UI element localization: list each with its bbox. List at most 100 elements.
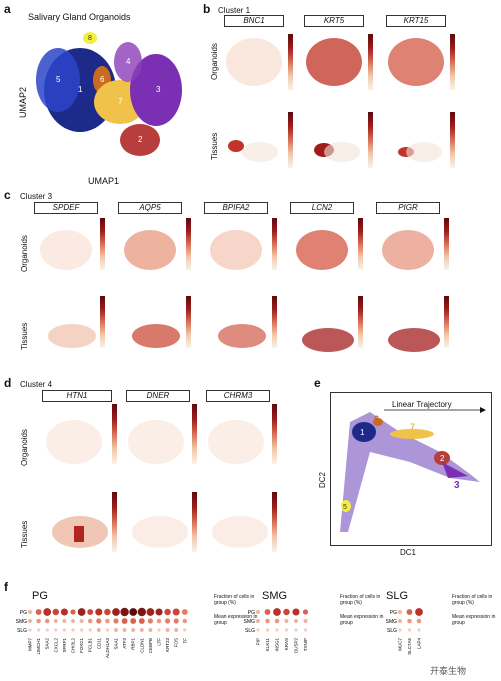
panel-c-gene-1: SPDEF — [34, 202, 98, 214]
umap-cluster-8 — [83, 32, 97, 44]
panel-b-gene-3: KRT15 — [386, 15, 446, 27]
dotplot-gene-label: ALDH1A3 — [105, 638, 110, 659]
panel-d-title: Cluster 4 — [20, 380, 53, 389]
dotplot-dot — [137, 607, 146, 617]
traj-node-3: 3 — [454, 480, 460, 491]
dotplot-dot — [62, 628, 67, 632]
dotplot-row-label: SLG — [17, 628, 27, 634]
umap-label-1: 1 — [78, 85, 83, 94]
dotplot-dot — [275, 628, 279, 632]
dotplot-dot — [36, 618, 41, 624]
panel-d-cbar-3 — [272, 404, 277, 464]
dotplot-row-label: PG — [390, 610, 397, 616]
dotplot-row-label: SLG — [245, 628, 255, 634]
legend-fraction-title-smg: Fraction of cells in group (%) — [340, 594, 381, 606]
dotplot-gene-label: SLC7A5 — [407, 638, 412, 655]
panel-c-cbar-3 — [272, 218, 277, 270]
dotplot-dot — [292, 608, 300, 616]
umap-cluster-4 — [114, 42, 142, 82]
dotplot-dot — [104, 608, 111, 616]
dotplot-dot — [138, 618, 145, 624]
panel-c-title: Cluster 3 — [20, 192, 53, 201]
dotplot-gene-label: CEBPB — [148, 638, 153, 653]
dotplot-gene-label: PIP — [256, 638, 261, 645]
umap-label-2: 2 — [138, 135, 143, 144]
dotplot-dot — [131, 628, 136, 632]
dotplot-dot — [274, 618, 280, 624]
dotplot-gene-label: INSG1 — [275, 638, 280, 652]
umap-label-5: 5 — [56, 75, 61, 84]
dotplot-dot — [87, 618, 93, 624]
panel-b-title: Cluster 1 — [218, 6, 251, 15]
panel-c-cbar-1 — [100, 218, 105, 270]
dotplot-dot — [417, 628, 421, 632]
trajectory-ylabel: DC2 — [318, 471, 327, 488]
dotplot-gene-label: ATF3 — [122, 638, 127, 649]
panel-d-gene-1: HTN1 — [42, 390, 112, 402]
panel-c-gene-4: LCN2 — [290, 202, 354, 214]
dotplot-dot — [181, 609, 188, 615]
dotplot-dot — [120, 607, 129, 617]
dotplot-dot — [53, 619, 58, 623]
dotplot-dot — [303, 619, 308, 623]
dotplot-dot — [121, 618, 128, 624]
dotplot-dot — [182, 618, 188, 624]
dotplot-gene-label: CD11 — [96, 638, 101, 650]
dotplot-dot — [45, 628, 49, 632]
dotplot-gene-label: SAA1 — [114, 638, 119, 650]
dotplot-row-label: SMG — [16, 619, 28, 625]
panel-b-tis-3 — [398, 142, 442, 162]
dotplot-dot — [70, 609, 76, 615]
umap-cluster-5 — [36, 48, 80, 112]
panel-d-grid — [46, 420, 268, 548]
panel-d-row-organoids: Organoids — [20, 429, 29, 466]
trajectory-title: Linear Trajectory — [392, 400, 452, 409]
panel-c-gene-5: PIGR — [376, 202, 440, 214]
dotplot-dot — [165, 618, 171, 624]
dotplot-dot — [256, 610, 260, 614]
panel-d-cbar-6 — [272, 492, 277, 552]
legend-fraction-title-pg: Fraction of cells in group (%) — [214, 594, 255, 606]
dotplot-gene-label: TXNIP — [303, 638, 308, 651]
dotplot-dot — [283, 608, 290, 616]
dotplot-dot — [129, 608, 138, 616]
dotplot-dot — [273, 608, 281, 616]
panel-b-label: b — [203, 2, 211, 16]
panel-b-row-organoids: Organoids — [210, 43, 219, 80]
trajectory-plot: 1 2 3 5 6 7 — [340, 407, 486, 532]
dotplot-dot — [43, 608, 52, 616]
dotplot-dot — [172, 608, 180, 616]
umap-cluster-3 — [130, 54, 182, 126]
panel-b-row-tissues: Tissues — [210, 132, 219, 160]
dotplot-pg-title: PG — [32, 590, 48, 602]
dotplot-dot — [407, 628, 412, 632]
dotplot-dot — [122, 628, 127, 632]
panel-b-cbar-4 — [288, 112, 293, 168]
panel-c-label: c — [4, 188, 11, 202]
dotplot-gene-label: DUSP2 — [294, 638, 299, 654]
dotplot-dot — [407, 618, 412, 624]
dotplot-dot — [71, 619, 75, 623]
dotplot-dot — [146, 608, 155, 616]
trajectory-xlabel: DC1 — [400, 548, 417, 557]
dotplot-gene-label: CLDN1 — [139, 638, 144, 653]
dotplot-row-label: SMG — [386, 619, 398, 625]
dotplot-dot — [284, 628, 289, 632]
umap-xlabel: UMAP1 — [88, 176, 120, 186]
dotplot-dot — [183, 628, 187, 632]
dotplot-dot — [157, 628, 161, 632]
panel-c-row-tissues: Tissues — [20, 322, 29, 350]
panel-d-label: d — [4, 376, 12, 390]
dotplot-dot — [28, 628, 32, 632]
dotplot-dot — [71, 628, 75, 632]
panel-d-gene-2: DNER — [126, 390, 190, 402]
dotplot-gene-label: LTF — [157, 638, 162, 646]
umap-label-8: 8 — [88, 35, 92, 42]
dotplot-dot — [28, 610, 32, 614]
dotplot-row-label: SMG — [244, 619, 256, 625]
dotplot-gene-label: CHI3L2 — [71, 638, 76, 654]
dotplot-dot — [60, 608, 68, 616]
panel-b-cbar-2 — [368, 34, 373, 90]
dotplot-dot — [406, 609, 413, 615]
panel-c-gene-2: AQP5 — [118, 202, 182, 214]
